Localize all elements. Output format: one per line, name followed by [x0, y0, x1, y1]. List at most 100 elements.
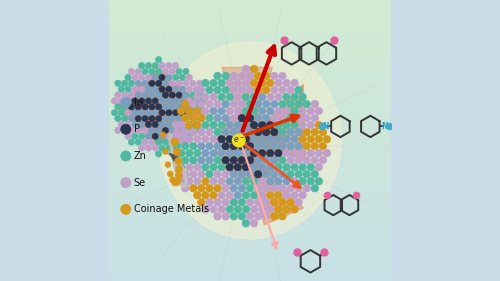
Circle shape	[282, 93, 290, 101]
Circle shape	[242, 219, 250, 227]
Circle shape	[250, 149, 258, 157]
Circle shape	[230, 86, 237, 94]
Circle shape	[194, 191, 201, 199]
Circle shape	[176, 127, 182, 133]
Circle shape	[206, 156, 214, 164]
Circle shape	[242, 135, 250, 143]
Circle shape	[230, 142, 237, 150]
Circle shape	[169, 115, 175, 122]
Circle shape	[146, 86, 152, 92]
Circle shape	[290, 149, 298, 157]
Circle shape	[254, 142, 262, 150]
Circle shape	[270, 100, 278, 108]
Circle shape	[190, 156, 197, 164]
Circle shape	[246, 156, 254, 164]
Circle shape	[222, 72, 230, 80]
Circle shape	[198, 198, 205, 206]
Circle shape	[214, 156, 222, 164]
Circle shape	[128, 92, 134, 98]
Circle shape	[114, 115, 121, 122]
Circle shape	[242, 121, 250, 129]
Circle shape	[114, 127, 121, 133]
Circle shape	[194, 163, 201, 171]
Circle shape	[242, 191, 250, 199]
Circle shape	[114, 92, 121, 98]
Bar	[110, 267, 390, 274]
Circle shape	[132, 86, 138, 92]
Bar	[110, 21, 390, 28]
Bar	[110, 77, 390, 84]
Circle shape	[172, 74, 179, 81]
Circle shape	[258, 177, 266, 185]
Circle shape	[135, 127, 141, 133]
Circle shape	[176, 80, 182, 87]
Circle shape	[169, 149, 177, 157]
Circle shape	[254, 86, 262, 94]
Circle shape	[178, 163, 185, 171]
Circle shape	[162, 127, 168, 133]
Circle shape	[202, 79, 209, 87]
Circle shape	[254, 100, 262, 108]
Circle shape	[242, 163, 250, 171]
Circle shape	[262, 184, 270, 192]
Circle shape	[174, 180, 180, 186]
Circle shape	[198, 156, 205, 164]
Circle shape	[159, 86, 166, 92]
Circle shape	[125, 110, 132, 116]
Circle shape	[114, 104, 121, 110]
Circle shape	[162, 68, 168, 75]
Circle shape	[152, 145, 158, 151]
Circle shape	[250, 135, 258, 143]
Circle shape	[262, 142, 270, 150]
Circle shape	[186, 133, 192, 139]
Circle shape	[128, 68, 134, 75]
Circle shape	[193, 86, 200, 92]
Bar	[110, 162, 390, 169]
Circle shape	[182, 142, 189, 150]
Circle shape	[210, 79, 218, 87]
Circle shape	[112, 110, 117, 116]
Circle shape	[278, 184, 286, 192]
Circle shape	[295, 100, 302, 108]
Bar	[110, 119, 390, 126]
Circle shape	[266, 163, 274, 171]
Circle shape	[246, 128, 254, 136]
Circle shape	[278, 128, 286, 136]
Text: N: N	[382, 122, 388, 131]
Circle shape	[194, 121, 201, 129]
Circle shape	[174, 128, 181, 136]
Bar	[110, 84, 390, 91]
Circle shape	[193, 121, 200, 128]
Circle shape	[162, 80, 168, 87]
Circle shape	[242, 65, 250, 73]
Circle shape	[202, 121, 209, 129]
Circle shape	[238, 128, 246, 136]
Circle shape	[206, 170, 214, 178]
Circle shape	[202, 205, 209, 213]
Circle shape	[210, 135, 218, 143]
Circle shape	[290, 205, 298, 213]
Circle shape	[190, 104, 196, 110]
Circle shape	[206, 198, 214, 206]
Circle shape	[162, 115, 168, 122]
Circle shape	[254, 156, 262, 164]
Circle shape	[138, 133, 145, 139]
Circle shape	[222, 212, 230, 220]
Circle shape	[176, 68, 182, 75]
Circle shape	[254, 170, 262, 178]
Circle shape	[182, 128, 189, 136]
Circle shape	[166, 74, 172, 81]
Circle shape	[179, 110, 186, 116]
Bar	[110, 28, 390, 35]
Circle shape	[135, 115, 141, 122]
Circle shape	[282, 121, 290, 129]
Circle shape	[254, 212, 262, 220]
Circle shape	[169, 139, 175, 145]
Circle shape	[122, 127, 128, 133]
Circle shape	[290, 163, 298, 171]
Circle shape	[182, 92, 189, 98]
Circle shape	[218, 191, 226, 199]
Circle shape	[156, 80, 162, 87]
Circle shape	[238, 114, 246, 122]
Circle shape	[299, 177, 306, 185]
